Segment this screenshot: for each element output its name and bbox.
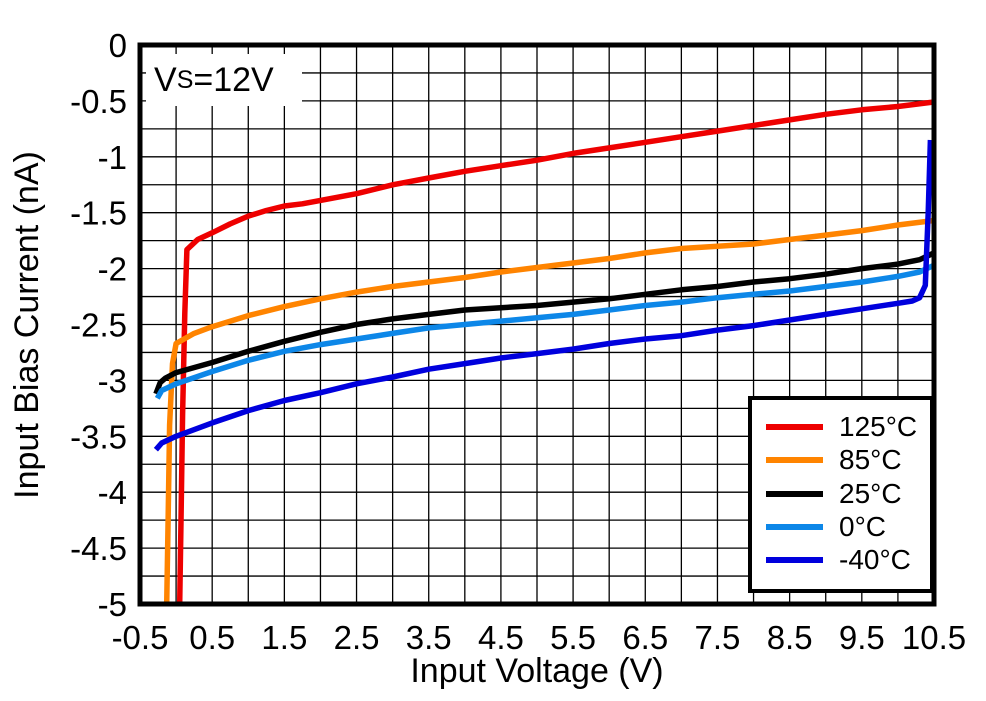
x-tick-label: 10.5 xyxy=(902,619,966,656)
y-tick-label: -5 xyxy=(98,586,127,623)
x-tick-label: 8.5 xyxy=(767,619,813,656)
y-tick-label: -2.5 xyxy=(70,307,127,344)
y-axis-title: Input Bias Current (nA) xyxy=(8,151,46,499)
curve-25Cc xyxy=(153,250,934,395)
curve-85Cc xyxy=(163,217,934,604)
x-axis-title: Input Voltage (V) xyxy=(410,652,664,690)
legend-row: 0°C xyxy=(752,510,930,542)
y-tick-label: -3 xyxy=(98,362,127,399)
legend-label: -40°C xyxy=(839,544,911,575)
legend-label: 125°C xyxy=(839,411,918,442)
plot-frame xyxy=(137,42,937,607)
legend-row: -40°C xyxy=(752,546,930,574)
y-tick-label: -4.5 xyxy=(70,530,127,567)
legend-swatch-0c xyxy=(766,523,823,530)
curve-0Cc xyxy=(154,262,934,400)
y-tick-label: -4 xyxy=(98,474,127,511)
x-tick-label: 7.5 xyxy=(695,619,741,656)
x-tick-label: 6.5 xyxy=(622,619,668,656)
legend-label: 85°C xyxy=(839,444,902,476)
legend-row: 85°C xyxy=(752,446,930,474)
x-tick-label: 3.5 xyxy=(406,619,452,656)
y-tick-label: -2 xyxy=(98,251,127,288)
legend-row: 25°C xyxy=(752,477,930,509)
legend: 125°C 85°C 25°C 0°C -40°C xyxy=(748,396,934,593)
curve-125Cc xyxy=(176,99,934,604)
vs-annotation-pre: V xyxy=(154,60,177,99)
curve-40Cc xyxy=(153,139,934,452)
legend-swatch-125c xyxy=(766,424,823,430)
y-tick-label: -1 xyxy=(98,139,127,176)
legend-label: 25°C xyxy=(839,477,902,509)
y-tick-label: 0 xyxy=(109,27,127,64)
x-tick-label: 4.5 xyxy=(478,619,524,656)
vs-annotation: V S =12V xyxy=(146,54,302,106)
legend-swatch-85c xyxy=(766,457,823,464)
y-tick-label: -3.5 xyxy=(70,418,127,455)
vs-annotation-sub: S xyxy=(176,65,194,94)
x-tick-label: 9.5 xyxy=(839,619,885,656)
legend-label: 0°C xyxy=(839,510,886,542)
x-tick-label: 2.5 xyxy=(334,619,380,656)
y-tick-label: -1.5 xyxy=(70,195,127,232)
x-tick-label: 0.5 xyxy=(189,619,235,656)
y-tick-label: -0.5 xyxy=(70,83,127,120)
x-tick-label: -0.5 xyxy=(112,619,169,656)
legend-row: 125°C xyxy=(752,413,930,441)
x-tick-label: 5.5 xyxy=(550,619,596,656)
legend-swatch-25c xyxy=(766,490,823,497)
legend-swatch-minus40c xyxy=(766,557,823,563)
vs-annotation-post: =12V xyxy=(193,60,274,99)
x-tick-label: 1.5 xyxy=(261,619,307,656)
